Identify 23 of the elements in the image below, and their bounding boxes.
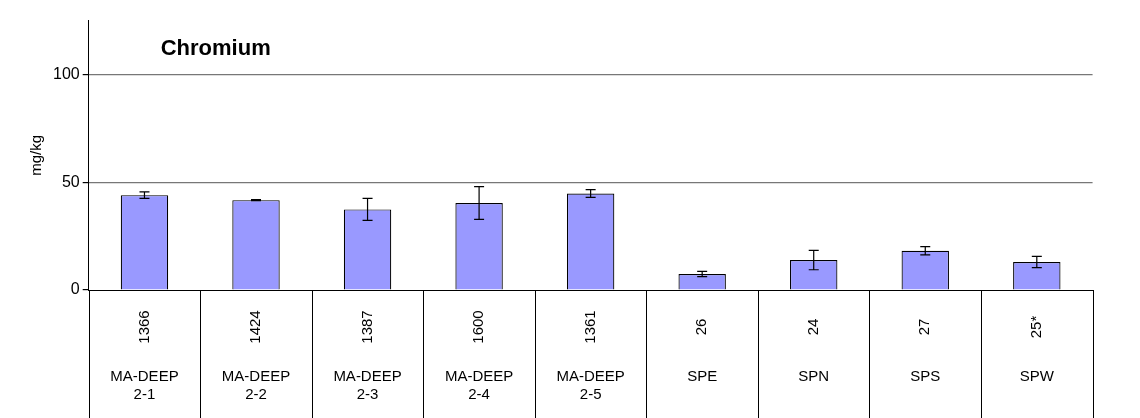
text: 1387 [357, 310, 375, 344]
x-tick-label: SPN [798, 367, 830, 385]
text: 1424 [246, 310, 264, 344]
y-tick-label: 0 [70, 280, 80, 298]
text: 25* [1026, 315, 1044, 339]
x-tick-label: MA-DEEP 2-3 [333, 367, 402, 403]
text: 1361 [580, 310, 598, 344]
text: 1600 [469, 310, 487, 344]
text: 26 [692, 318, 710, 336]
x-tick-label: MA-DEEP 2-1 [110, 367, 179, 403]
y-axis-title: mg/kg [27, 134, 45, 176]
y-tick-label: 50 [61, 172, 80, 190]
x-tick-label: SPS [910, 367, 941, 385]
x-tick-label: SPE [687, 367, 718, 385]
text: 24 [803, 318, 821, 336]
x-tick-label: SPW [1019, 367, 1055, 385]
x-tick-label: MA-DEEP 2-4 [444, 367, 514, 403]
y-tick-label: 100 [52, 64, 80, 82]
x-tick-label: MA-DEEP 2-5 [556, 367, 625, 403]
text: 27 [915, 318, 933, 336]
x-tick-label: MA-DEEP 2-2 [221, 367, 291, 403]
text: Chromium [160, 34, 271, 60]
text: 1366 [134, 310, 152, 344]
